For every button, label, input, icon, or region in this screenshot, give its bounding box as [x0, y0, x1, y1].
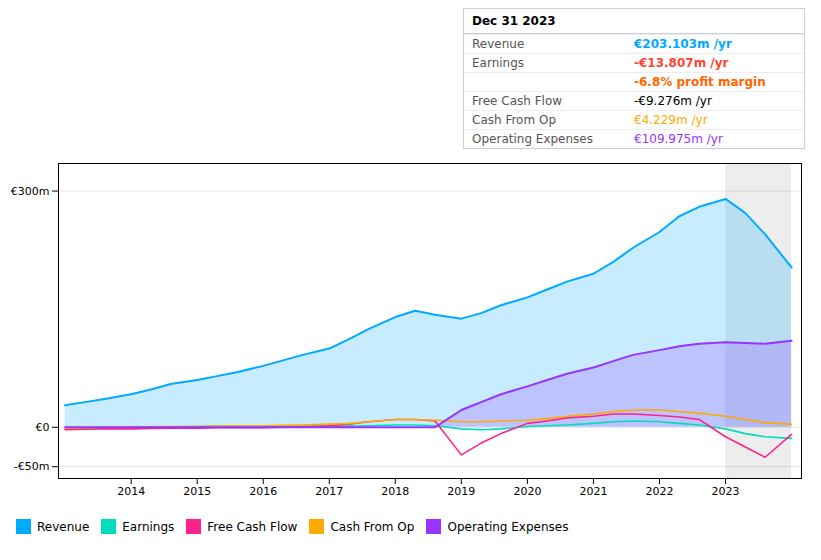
html-text:Revenue: Revenue	[472, 37, 525, 51]
html-text:Cash From Op: Cash From Op	[472, 113, 556, 127]
svg-text:2015: 2015	[183, 485, 211, 498]
svg-text:2022: 2022	[646, 485, 674, 498]
html-text:-€9.276m /yr: -€9.276m /yr	[634, 94, 712, 108]
svg-text:€300m: €300m	[11, 185, 50, 198]
svg-text:2017: 2017	[315, 485, 343, 498]
html-text:Operating Expenses: Operating Expenses	[472, 132, 593, 146]
html-text:Free Cash Flow: Free Cash Flow	[207, 519, 298, 534]
html-text:-6.8% profit margin: -6.8% profit margin	[634, 75, 766, 89]
html-text:-€13.807m /yr: -€13.807m /yr	[634, 56, 729, 70]
svg-text:2020: 2020	[513, 485, 541, 498]
html-text:Earnings: Earnings	[472, 56, 525, 70]
svg-text:2018: 2018	[381, 485, 409, 498]
svg-text:2016: 2016	[249, 485, 277, 498]
html-text:€203.103m /yr: €203.103m /yr	[634, 37, 732, 51]
html-text:Free Cash Flow: Free Cash Flow	[472, 94, 563, 108]
svg-text:2019: 2019	[447, 485, 475, 498]
svg-text:-€50m: -€50m	[14, 460, 50, 473]
svg-text:2021: 2021	[579, 485, 607, 498]
svg-text:€0: €0	[36, 421, 50, 434]
html-text:€4.229m /yr: €4.229m /yr	[634, 113, 708, 127]
html-text:Earnings: Earnings	[122, 519, 175, 534]
html-text:Dec 31 2023: Dec 31 2023	[472, 14, 556, 28]
svg-text:2014: 2014	[117, 485, 145, 498]
html-text:Revenue: Revenue	[37, 519, 90, 534]
html-text:Operating Expenses: Operating Expenses	[447, 519, 569, 534]
html-text:€109.975m /yr: €109.975m /yr	[634, 132, 723, 146]
svg-text:2023: 2023	[712, 485, 740, 498]
html-text:Cash From Op: Cash From Op	[330, 519, 415, 534]
